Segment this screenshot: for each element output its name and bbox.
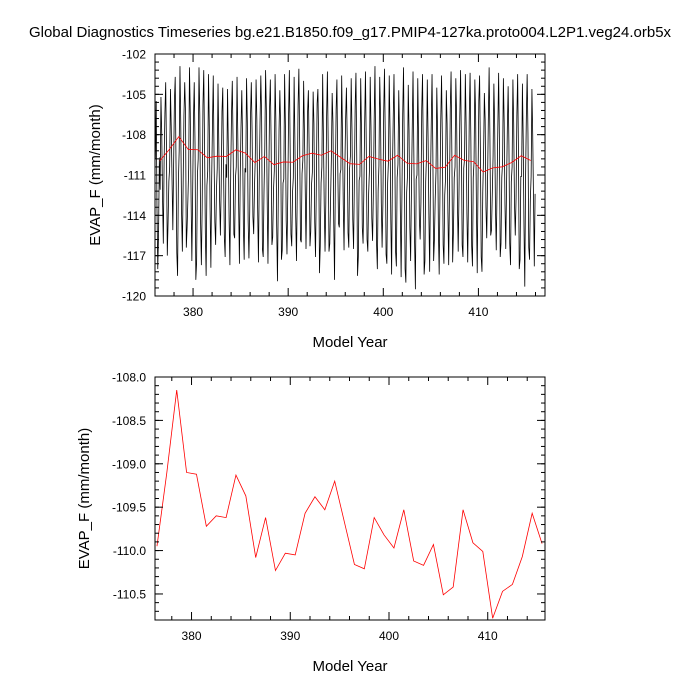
y-tick-label: -111	[124, 169, 147, 183]
x-tick-label: 380	[182, 629, 202, 643]
y-tick-label: -110.0	[113, 544, 146, 558]
y-tick-label: -108.5	[112, 414, 146, 428]
x-tick-label: 410	[478, 629, 498, 643]
y-tick-label: -109.5	[112, 501, 146, 515]
y-tick-label: -114	[123, 209, 146, 223]
series-line-0	[155, 66, 536, 290]
y-tick-label: -105	[122, 88, 146, 102]
y-tick-label: -108	[122, 128, 146, 142]
top-timeseries-panel: 380 390 400 410 -120 -117 -114 -111 -108 -105 -102…	[87, 48, 546, 351]
x-tick-label: 390	[280, 629, 300, 643]
series-line-1	[159, 136, 531, 173]
series-line-0	[156, 389, 543, 619]
y-axis-label: EVAP_F (mm/month)	[87, 104, 104, 245]
y-tick-label: -120	[122, 290, 146, 304]
x-tick-label: 390	[278, 305, 298, 319]
y-tick-label: -109.0	[112, 457, 146, 471]
x-tick-label: 410	[468, 305, 488, 319]
x-tick-label: 400	[373, 305, 393, 319]
x-axis-label: Model Year	[312, 658, 387, 675]
y-tick-label: -117	[123, 249, 146, 263]
y-tick-label: -108.0	[112, 371, 146, 385]
x-axis-label: Model Year	[312, 334, 387, 351]
y-axis-label: EVAP_F (mm/month)	[76, 428, 93, 569]
x-tick-label: 380	[183, 305, 203, 319]
y-tick-label: -102	[122, 48, 146, 62]
bottom-annual-panel: 380 390 400 410 -110.5 -110.0 -109.5 -109.0 -108…	[76, 371, 546, 675]
x-tick-label: 400	[379, 629, 399, 643]
page-title: Global Diagnostics Timeseries bg.e21.B18…	[28, 24, 672, 41]
y-tick-label: -110.5	[113, 587, 146, 601]
plot-frame	[154, 376, 546, 621]
